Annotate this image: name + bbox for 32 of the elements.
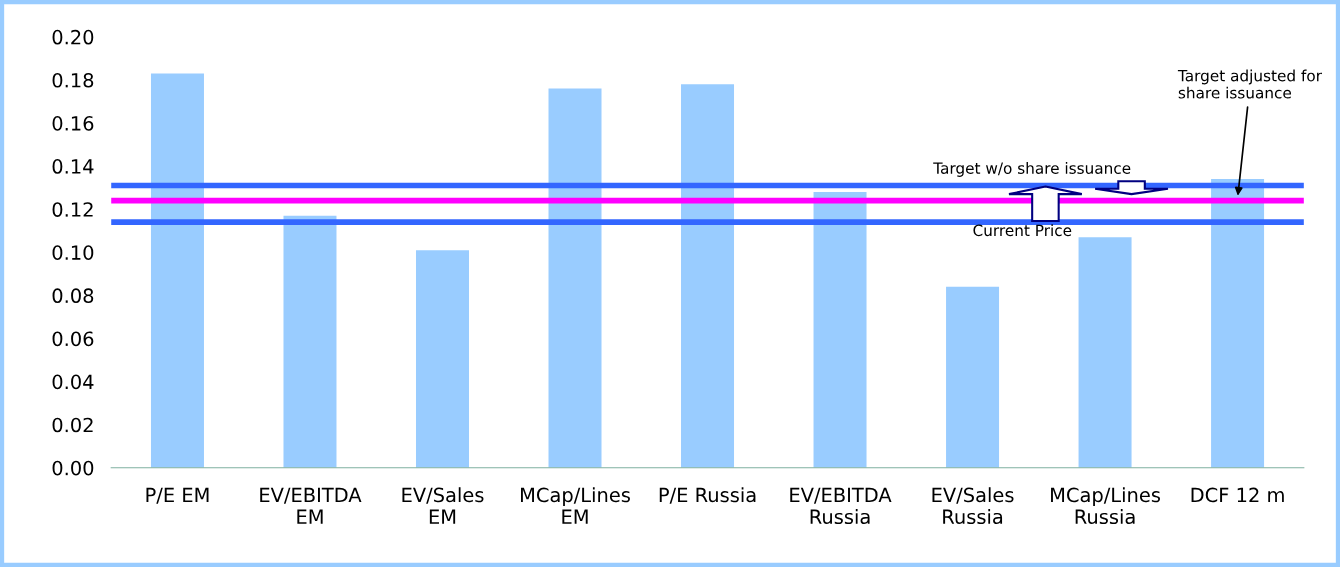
y-tick-label: 0.04 [52, 374, 94, 390]
y-tick-label: 0.02 [52, 417, 93, 433]
bar [681, 84, 735, 468]
y-tick-label: 0.10 [52, 245, 94, 260]
y-tick-label: 0.12 [52, 202, 93, 217]
y-tick-label: 0.16 [52, 115, 94, 131]
x-tick-label: EV/Sales EM [402, 487, 484, 524]
y-tick-label: 0.14 [52, 159, 94, 174]
x-tick-label: P/E Russia [659, 487, 756, 504]
x-tick-label: EV/Sales Russia [932, 487, 1014, 525]
y-tick-label: 0.20 [52, 29, 94, 45]
bar [548, 88, 602, 468]
x-tick-label: DCF 12 m [1191, 487, 1284, 503]
bar [416, 250, 469, 468]
x-tick-label: EV/EBITDA Russia [790, 487, 892, 525]
bar [1078, 237, 1132, 468]
x-tick-label: MCap/Lines EM [521, 487, 630, 524]
bar [813, 191, 867, 468]
y-tick-label: 0.08 [52, 288, 94, 304]
bar [946, 286, 1000, 468]
y-tick-label: 0.06 [52, 331, 94, 347]
ref-line-label: Target adjusted for share issuance [1177, 69, 1322, 99]
x-tick-label: MCap/Lines Russia [1051, 487, 1161, 525]
ref-line-label: Current Price [973, 224, 1072, 237]
y-tick-label: 0.18 [52, 72, 94, 88]
bar [150, 73, 204, 468]
y-tick-label: 0.00 [52, 460, 94, 476]
bar [283, 215, 337, 468]
x-tick-label: EV/EBITDA EM [260, 487, 362, 524]
ref-line-label: Target w/o share issuance [933, 162, 1131, 177]
bar [1211, 179, 1265, 468]
x-tick-label: P/E EM [146, 487, 209, 504]
